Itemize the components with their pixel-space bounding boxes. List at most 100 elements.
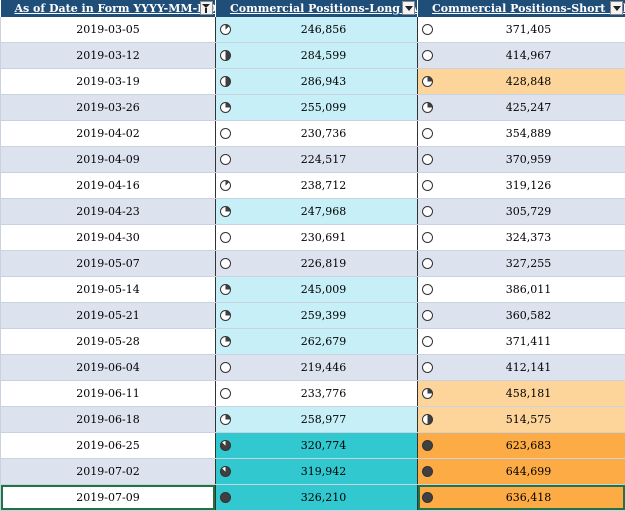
quarter-pie-icon bbox=[422, 310, 433, 321]
quarter-pie-icon bbox=[220, 492, 231, 503]
cell-date[interactable]: 2019-05-14 bbox=[1, 277, 216, 303]
cell-short[interactable]: 623,683 bbox=[418, 433, 625, 459]
cell-value: 319,942 bbox=[287, 465, 347, 478]
cell-long[interactable]: 286,943 bbox=[216, 69, 418, 95]
cell-short[interactable]: 319,126 bbox=[418, 173, 625, 199]
cell-long[interactable]: 326,210 bbox=[216, 485, 418, 511]
cell-date[interactable]: 2019-05-07 bbox=[1, 251, 216, 277]
cell-date[interactable]: 2019-07-02 bbox=[1, 459, 216, 485]
cell-short[interactable]: 371,411 bbox=[418, 329, 625, 355]
cell-long[interactable]: 219,446 bbox=[216, 355, 418, 381]
cell-long[interactable]: 226,819 bbox=[216, 251, 418, 277]
cell-date[interactable]: 2019-06-11 bbox=[1, 381, 216, 407]
cell-short[interactable]: 425,247 bbox=[418, 95, 625, 121]
cell-date[interactable]: 2019-03-05 bbox=[1, 17, 216, 43]
cell-value: 305,729 bbox=[492, 205, 552, 218]
cell-value: 230,691 bbox=[287, 231, 347, 244]
cell-date[interactable]: 2019-05-28 bbox=[1, 329, 216, 355]
cell-value: 458,181 bbox=[492, 387, 552, 400]
cell-value: 284,599 bbox=[287, 49, 347, 62]
cell-long[interactable]: 255,099 bbox=[216, 95, 418, 121]
filter-dropdown-icon[interactable] bbox=[610, 1, 623, 15]
cell-value: 255,099 bbox=[287, 101, 347, 114]
filter-dropdown-icon[interactable] bbox=[200, 1, 213, 15]
cell-short[interactable]: 458,181 bbox=[418, 381, 625, 407]
quarter-pie-icon bbox=[220, 362, 231, 373]
cell-short[interactable]: 354,889 bbox=[418, 121, 625, 147]
cell-date[interactable]: 2019-03-26 bbox=[1, 95, 216, 121]
cell-short[interactable]: 412,141 bbox=[418, 355, 625, 381]
header-short[interactable]: Commercial Positions-Short (All) bbox=[418, 0, 625, 17]
cell-date[interactable]: 2019-04-09 bbox=[1, 147, 216, 173]
quarter-pie-icon bbox=[422, 362, 433, 373]
filter-dropdown-icon[interactable] bbox=[402, 1, 415, 15]
cell-short[interactable]: 386,011 bbox=[418, 277, 625, 303]
cell-date[interactable]: 2019-04-16 bbox=[1, 173, 216, 199]
cell-value: 320,774 bbox=[287, 439, 347, 452]
cell-date[interactable]: 2019-03-19 bbox=[1, 69, 216, 95]
header-date[interactable]: As of Date in Form YYYY-MM-DD bbox=[1, 0, 216, 17]
cell-short[interactable]: 305,729 bbox=[418, 199, 625, 225]
cell-value: 386,011 bbox=[492, 283, 552, 296]
cell-date[interactable]: 2019-04-02 bbox=[1, 121, 216, 147]
cell-value: 247,968 bbox=[287, 205, 347, 218]
cell-value: 246,856 bbox=[287, 23, 347, 36]
cell-long[interactable]: 320,774 bbox=[216, 433, 418, 459]
cell-short[interactable]: 360,582 bbox=[418, 303, 625, 329]
cell-long[interactable]: 247,968 bbox=[216, 199, 418, 225]
cell-date[interactable]: 2019-03-12 bbox=[1, 43, 216, 69]
cell-long[interactable]: 233,776 bbox=[216, 381, 418, 407]
cell-short[interactable]: 370,959 bbox=[418, 147, 625, 173]
cell-value: 233,776 bbox=[287, 387, 347, 400]
quarter-pie-icon bbox=[422, 440, 433, 451]
cell-value: 425,247 bbox=[492, 101, 552, 114]
cell-short[interactable]: 644,699 bbox=[418, 459, 625, 485]
table-row: 2019-07-02 319,942 644,699 bbox=[1, 459, 625, 485]
cell-value: 354,889 bbox=[492, 127, 552, 140]
cell-date[interactable]: 2019-07-09 bbox=[1, 485, 216, 511]
cell-long[interactable]: 258,977 bbox=[216, 407, 418, 433]
cell-long[interactable]: 259,399 bbox=[216, 303, 418, 329]
cell-long[interactable]: 230,736 bbox=[216, 121, 418, 147]
cell-short[interactable]: 514,575 bbox=[418, 407, 625, 433]
cell-date[interactable]: 2019-04-23 bbox=[1, 199, 216, 225]
cell-short[interactable]: 324,373 bbox=[418, 225, 625, 251]
cell-long[interactable]: 245,009 bbox=[216, 277, 418, 303]
header-long[interactable]: Commercial Positions-Long (All) bbox=[216, 0, 418, 17]
cell-date[interactable]: 2019-06-18 bbox=[1, 407, 216, 433]
quarter-pie-icon bbox=[220, 128, 231, 139]
cell-short[interactable]: 327,255 bbox=[418, 251, 625, 277]
table-row: 2019-04-30 230,691 324,373 bbox=[1, 225, 625, 251]
cell-long[interactable]: 246,856 bbox=[216, 17, 418, 43]
cell-long[interactable]: 230,691 bbox=[216, 225, 418, 251]
quarter-pie-icon bbox=[220, 440, 231, 451]
cell-date[interactable]: 2019-06-25 bbox=[1, 433, 216, 459]
cell-date[interactable]: 2019-04-30 bbox=[1, 225, 216, 251]
quarter-pie-icon bbox=[220, 50, 231, 61]
quarter-pie-icon bbox=[220, 180, 231, 191]
quarter-pie-icon bbox=[422, 492, 433, 503]
quarter-pie-icon bbox=[422, 206, 433, 217]
cell-long[interactable]: 262,679 bbox=[216, 329, 418, 355]
cell-long[interactable]: 224,517 bbox=[216, 147, 418, 173]
cell-value: 623,683 bbox=[492, 439, 552, 452]
cell-long[interactable]: 284,599 bbox=[216, 43, 418, 69]
cell-short[interactable]: 414,967 bbox=[418, 43, 625, 69]
header-long-label: Commercial Positions-Long (All) bbox=[216, 2, 417, 15]
cell-date[interactable]: 2019-06-04 bbox=[1, 355, 216, 381]
cell-long[interactable]: 238,712 bbox=[216, 173, 418, 199]
cell-short[interactable]: 371,405 bbox=[418, 17, 625, 43]
cell-short[interactable]: 428,848 bbox=[418, 69, 625, 95]
quarter-pie-icon bbox=[220, 284, 231, 295]
cell-date[interactable]: 2019-05-21 bbox=[1, 303, 216, 329]
cell-value: 319,126 bbox=[492, 179, 552, 192]
cell-short[interactable]: 636,418 bbox=[418, 485, 625, 511]
cell-long[interactable]: 319,942 bbox=[216, 459, 418, 485]
